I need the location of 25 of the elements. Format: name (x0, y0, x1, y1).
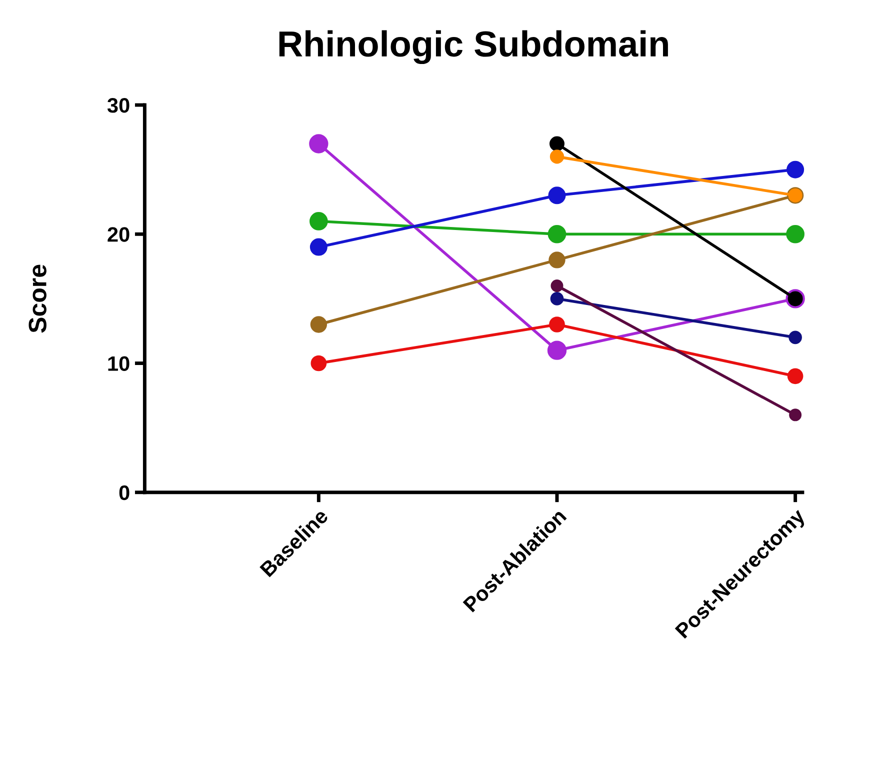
y-tick-label: 0 (119, 485, 130, 500)
point (788, 330, 802, 344)
point (310, 212, 328, 230)
point (549, 316, 565, 332)
point (787, 368, 804, 384)
y-tick-label: 30 (107, 98, 130, 113)
y-tick-label: 10 (108, 356, 130, 372)
point (548, 186, 566, 204)
point (550, 292, 564, 306)
point (548, 224, 566, 244)
point (550, 150, 564, 164)
point (789, 408, 802, 422)
point (786, 160, 804, 178)
point (549, 136, 564, 152)
point (310, 316, 328, 333)
y-tick-label: 20 (108, 227, 130, 242)
point (310, 238, 328, 256)
point (786, 224, 804, 244)
point (309, 134, 328, 154)
point (547, 340, 567, 360)
chart-title: Rhinologic Subdomain (279, 30, 668, 64)
point (548, 252, 566, 268)
y-axis-title: Score (28, 264, 46, 333)
point (550, 280, 564, 292)
point (310, 355, 327, 372)
